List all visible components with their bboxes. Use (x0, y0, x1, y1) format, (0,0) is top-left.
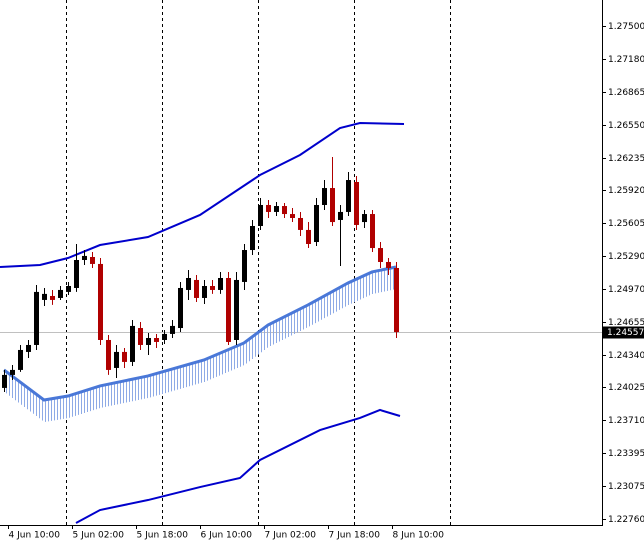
candle-body (306, 229, 311, 244)
candle-body (66, 286, 71, 292)
candle-body (82, 255, 87, 261)
y-tick-label: 1.25605 (608, 219, 644, 229)
x-tick-label: 7 Jun 02:00 (265, 531, 317, 541)
y-tick-label: 1.27500 (608, 22, 644, 32)
candle-body (210, 286, 215, 290)
candle-body (186, 277, 191, 290)
y-tick-label: 1.22760 (608, 515, 644, 525)
candle-body (114, 351, 119, 368)
candle-body (194, 279, 199, 298)
candle-body (362, 214, 367, 223)
candle-body (290, 214, 295, 218)
x-tick-label: 8 Jun 10:00 (393, 531, 445, 541)
candle-body (338, 211, 343, 220)
y-tick-label: 1.27180 (608, 55, 644, 65)
x-tick-label: 6 Jun 10:00 (201, 531, 253, 541)
candle-body (154, 338, 159, 342)
candle-body (130, 325, 135, 362)
candle-body (218, 277, 223, 290)
candle-body (138, 328, 143, 345)
y-tick-label: 1.26235 (608, 154, 644, 164)
candle-body (162, 333, 167, 340)
candle-body (90, 256, 95, 264)
y-tick-label: 1.26865 (608, 88, 644, 98)
y-tick-label: 1.24340 (608, 351, 644, 361)
moving-average (3, 265, 397, 402)
x-tick-label: 5 Jun 02:00 (73, 531, 125, 541)
candle-body (226, 277, 231, 342)
candle-body (386, 261, 391, 269)
candle-body (18, 349, 23, 370)
candle-body (50, 295, 55, 300)
candle-body (170, 325, 175, 334)
candle-body (322, 188, 327, 205)
candle-body (346, 180, 351, 212)
candle-body (34, 291, 39, 345)
candle-body (146, 338, 151, 345)
candle-body (106, 339, 111, 370)
y-tick-label: 1.26550 (608, 121, 644, 131)
candle-body (242, 250, 247, 282)
candle-body (394, 268, 399, 333)
y-tick-label: 1.24025 (608, 383, 644, 393)
candle-body (282, 206, 287, 215)
y-tick-label: 1.24970 (608, 285, 644, 295)
candle-body (98, 263, 103, 340)
candle-body (26, 344, 31, 352)
candle-body (58, 289, 63, 298)
y-tick-label: 1.25290 (608, 252, 644, 262)
candle-body (74, 260, 79, 288)
candle-body (330, 188, 335, 223)
y-tick-label: 1.23075 (608, 482, 644, 492)
candle-body (250, 225, 255, 251)
candle-body (266, 204, 271, 212)
candle-body (298, 217, 303, 230)
x-tick-label: 7 Jun 18:00 (329, 531, 381, 541)
candle-body (202, 286, 207, 298)
candle-body (234, 279, 239, 340)
y-tick-label: 1.23710 (608, 416, 644, 426)
candle-body (122, 351, 127, 362)
y-tick-label: 1.25920 (608, 186, 644, 196)
candle-body (258, 204, 263, 226)
candle-body (2, 374, 7, 388)
candle-body (314, 204, 319, 243)
candle-body (178, 287, 183, 329)
price-label: 1.24557 (607, 328, 644, 338)
y-tick-label: 1.24655 (608, 318, 644, 328)
candle-body (274, 206, 279, 212)
band-line (0, 122, 405, 268)
x-tick-label: 5 Jun 18:00 (137, 531, 189, 541)
candle-body (378, 248, 383, 262)
candle-body (370, 214, 375, 249)
candle-body (354, 182, 359, 225)
price-label-box (603, 326, 644, 339)
x-tick-label: 4 Jun 10:00 (9, 531, 61, 541)
band-line (75, 408, 401, 524)
y-tick-label: 1.23395 (608, 449, 644, 459)
candle-body (10, 369, 15, 375)
candle-body (42, 293, 47, 300)
